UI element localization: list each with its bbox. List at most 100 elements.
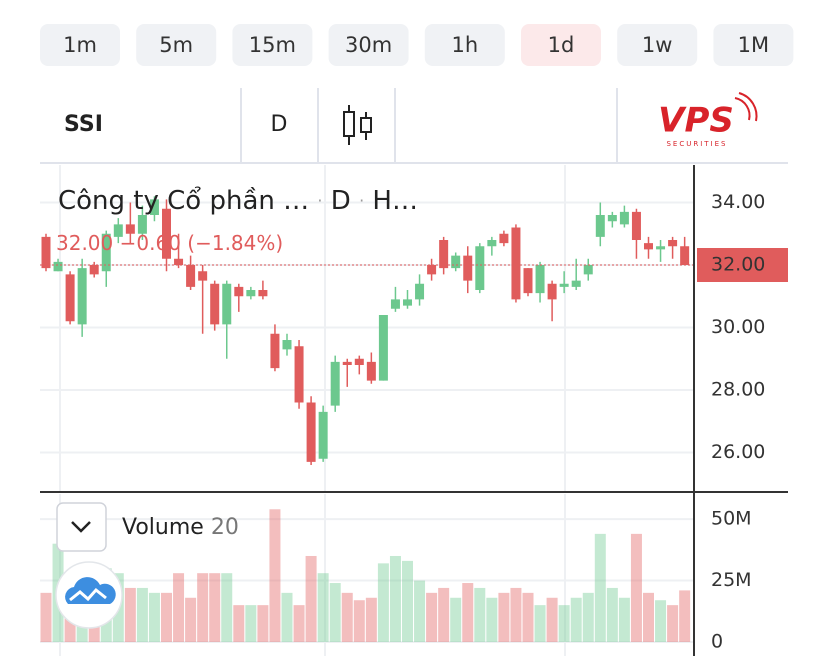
candle-body (89, 265, 99, 275)
chart: 26.00 28.00 30.00 32.00 34.00 0 25M 50M 32.00 Côn… (40, 165, 788, 656)
volume-bar (148, 592, 160, 642)
candle-body (463, 255, 473, 281)
chevron[interactable] (71, 521, 91, 533)
timeframe-label[interactable]: 1d (548, 33, 575, 57)
timeframe-button[interactable] (232, 24, 313, 66)
timeframe-button[interactable] (713, 24, 794, 66)
volume-bar (161, 592, 172, 642)
candle-body (306, 402, 316, 462)
legend-last: 32.00 (56, 231, 113, 255)
volume-bar (630, 533, 642, 642)
volume-bar (136, 587, 148, 642)
volume-bar (474, 587, 486, 642)
volume-bar (221, 573, 233, 642)
y-tick-label: 34.00 (711, 191, 765, 213)
candle-body (366, 361, 376, 381)
collapse-button[interactable] (56, 502, 107, 552)
legend-exchange: H… (372, 186, 418, 216)
volume-bar (570, 597, 582, 642)
volume-tick-label: 25M (711, 569, 752, 591)
candle-body (583, 265, 593, 275)
volume-bar (245, 605, 257, 642)
candle-body (378, 315, 388, 381)
volume-bar (534, 605, 546, 642)
interval[interactable]: D (271, 112, 288, 137)
timeframe-label[interactable]: 1w (642, 33, 673, 57)
candle-body (403, 299, 412, 306)
candle-body (680, 246, 690, 265)
candle-body (451, 255, 461, 269)
candle-body (174, 258, 184, 265)
candle-body (149, 199, 159, 215)
timeframe-button[interactable] (40, 24, 120, 66)
volume-bar (293, 605, 305, 642)
volume-length: 20 (211, 515, 239, 540)
volume-bar (594, 533, 606, 642)
candle-icon[interactable] (343, 105, 372, 145)
volume-bar (124, 587, 136, 642)
candle-body (354, 358, 364, 365)
timeframe-label[interactable]: 30m (345, 33, 392, 57)
legend-separator: · (317, 191, 322, 210)
candle-body (644, 243, 653, 250)
timeframe-button[interactable] (328, 24, 409, 66)
volume-bar (233, 605, 245, 642)
volume-bar (486, 597, 498, 642)
volume-bar (510, 587, 522, 642)
volume-bar (209, 573, 221, 642)
timeframe-label[interactable]: 1M (738, 33, 769, 57)
timeframe-button[interactable] (521, 24, 601, 66)
volume-bar (582, 592, 594, 642)
timeframe-label[interactable]: 1m (63, 33, 97, 57)
candle-body (41, 236, 51, 269)
candle-body (559, 283, 569, 287)
candle-body (342, 361, 352, 365)
timeframe-label[interactable]: 5m (159, 33, 193, 57)
timeframe-button[interactable] (424, 24, 505, 66)
timeframe-label[interactable]: 1h (451, 33, 478, 57)
candle-body (330, 361, 340, 406)
y-tick-label: 30.00 (711, 316, 765, 338)
volume-bar (257, 605, 269, 642)
volume-bar (197, 573, 209, 642)
cloud-wave[interactable] (69, 587, 107, 602)
symbol[interactable]: SSI (64, 112, 103, 137)
legend-change: −0.60 (120, 231, 181, 255)
volume-bar (522, 592, 534, 642)
candle-body (125, 224, 135, 234)
volume-bar (353, 600, 365, 642)
volume-bar (281, 592, 293, 642)
volume-bar (438, 587, 450, 642)
legend-separator: · (359, 191, 364, 210)
candle-body (571, 280, 581, 287)
logo-tagline: SECURITIES (666, 140, 727, 148)
candle-body (656, 246, 666, 250)
logo: VPS SECURITIES (658, 92, 758, 148)
volume-bar (269, 509, 281, 642)
toolbar-lines (40, 88, 788, 164)
candle-body (113, 224, 123, 237)
candle-body (547, 283, 557, 300)
candle-body (198, 271, 208, 281)
timeframe-label[interactable]: 15m (249, 33, 296, 57)
volume-bar (606, 587, 618, 642)
volume-bar (679, 590, 691, 642)
candle-body (619, 211, 629, 225)
candle-body (439, 240, 449, 269)
volume-bar (498, 592, 510, 642)
volume-bar (173, 573, 185, 642)
candle-body (77, 268, 87, 325)
candle-body (258, 290, 268, 297)
candle-body (535, 265, 545, 294)
last-price-tag (697, 248, 788, 282)
volume-label: Volume (122, 515, 204, 540)
volume-bar (377, 563, 389, 642)
candle-body (631, 211, 641, 240)
timeframe-button[interactable] (617, 24, 698, 66)
timeframe-button[interactable] (136, 24, 217, 66)
candle-body (318, 411, 328, 459)
volume-bar (329, 583, 341, 642)
candle-body (475, 246, 485, 290)
